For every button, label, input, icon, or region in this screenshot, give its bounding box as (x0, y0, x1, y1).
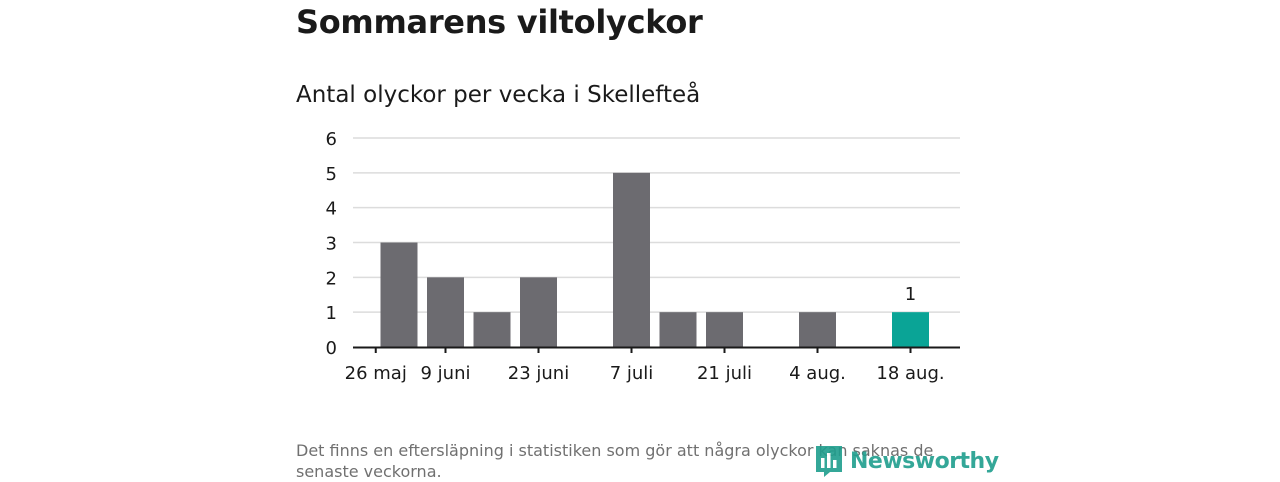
y-tick-label: 4 (326, 199, 337, 220)
bar (659, 312, 697, 347)
y-tick-label: 3 (326, 234, 337, 255)
x-tick-label: 21 juli (697, 363, 752, 384)
x-tick-label: 4 aug. (789, 363, 846, 384)
logo-text: Newsworthy (850, 448, 999, 474)
y-tick-label: 5 (326, 164, 337, 185)
bar-chart-icon (816, 446, 842, 477)
bar (473, 312, 511, 347)
bar (613, 172, 650, 347)
x-tick-label: 18 aug. (876, 363, 944, 384)
x-tick-label: 23 juni (508, 363, 569, 384)
footnote: Det finns en eftersläpning i statistiken… (296, 441, 934, 481)
data-label: 1 (905, 284, 916, 305)
x-tick-label: 26 maj (345, 363, 407, 384)
bar (799, 312, 836, 347)
chart-title: Sommarens viltolyckor (296, 3, 703, 41)
x-tick-label: 7 juli (610, 363, 654, 384)
chart-subtitle: Antal olyckor per vecka i Skellefteå (296, 82, 701, 108)
bar (520, 277, 557, 347)
y-tick-label: 1 (326, 303, 337, 324)
bar-chart: 0 1 2 3 4 5 6 1 26 maj 9 juni 23 juni 7 juli 21 juli… (326, 129, 960, 384)
y-tick-label: 6 (326, 129, 337, 150)
bar (427, 277, 464, 347)
bar (380, 242, 418, 347)
y-tick-label: 0 (326, 338, 337, 359)
bar (706, 312, 743, 347)
bar (892, 312, 929, 347)
newsworthy-logo: Newsworthy (814, 444, 999, 478)
y-tick-label: 2 (326, 268, 337, 289)
x-tick-label: 9 juni (421, 363, 471, 384)
